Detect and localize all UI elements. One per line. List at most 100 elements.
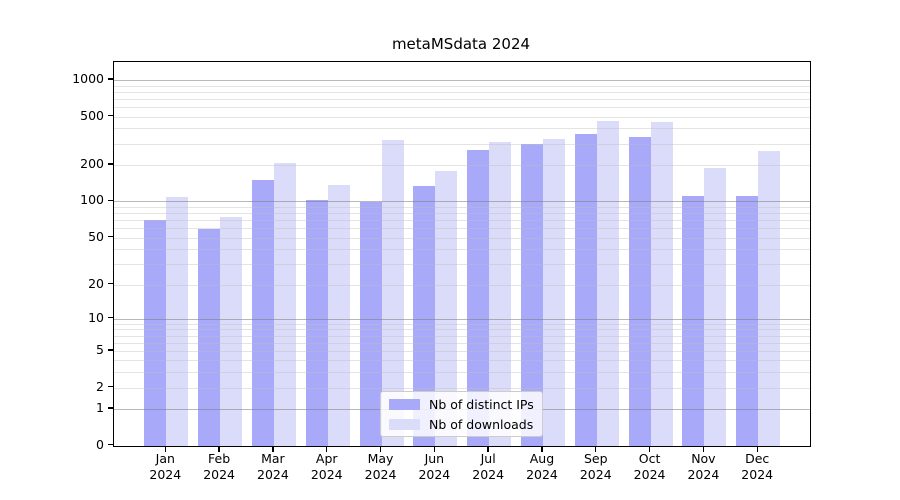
x-tick-dec [756, 447, 758, 452]
gridline-minor-8 [114, 329, 810, 331]
bar-downloads-oct [650, 121, 673, 446]
x-tick-label-may: May 2024 [364, 451, 397, 482]
gridline-minor-600 [114, 106, 810, 108]
bar-downloads-aug [542, 138, 565, 446]
x-tick-jul [487, 447, 489, 452]
legend-label-downloads: Nb of downloads [429, 416, 534, 432]
x-tick-label-mar: Mar 2024 [257, 451, 289, 482]
bar-distinct-ips-jun [413, 185, 436, 446]
bar-distinct-ips-mar [251, 179, 274, 446]
y-tick-1 [108, 407, 113, 409]
y-tick-50 [108, 235, 113, 238]
x-tick-jun [433, 447, 436, 452]
bar-distinct-ips-feb [198, 229, 221, 446]
gridline-minor-6 [114, 342, 810, 344]
y-tick-20 [108, 282, 113, 285]
y-tick-label-100: 100 [80, 192, 104, 208]
gridline-major-100 [114, 201, 810, 203]
y-tick-label-2: 2 [96, 378, 104, 394]
y-tick-label-10: 10 [88, 309, 104, 325]
bar-distinct-ips-dec [736, 195, 759, 446]
y-tick-500 [108, 114, 113, 117]
bar-distinct-ips-may [359, 201, 382, 446]
gridline-minor-60 [114, 228, 810, 230]
plot-area [113, 61, 811, 447]
chart-title: metaMSdata 2024 [391, 35, 531, 53]
gridline-minor-9 [114, 323, 810, 325]
bar-distinct-ips-aug [520, 143, 543, 446]
bar-downloads-feb [220, 216, 243, 446]
x-tick-label-jan: Jan 2024 [149, 451, 182, 482]
legend-swatch-downloads [389, 418, 420, 430]
gridline-minor-200 [114, 164, 810, 166]
gridline-minor-900 [114, 85, 810, 87]
legend: Nb of distinct IPs Nb of downloads [380, 391, 543, 437]
bar-distinct-ips-nov [682, 195, 705, 446]
x-tick-mar [272, 447, 274, 452]
y-tick-label-1000: 1000 [72, 70, 104, 86]
x-tick-sep [595, 447, 597, 452]
gridline-minor-400 [114, 128, 810, 130]
y-tick-200 [108, 163, 113, 165]
x-tick-label-sep: Sep 2024 [579, 451, 612, 482]
bar-distinct-ips-sep [574, 134, 597, 446]
y-tick-label-50: 50 [88, 228, 104, 244]
y-tick-0 [108, 444, 113, 446]
x-tick-oct [648, 447, 651, 452]
grid-layer [114, 62, 810, 446]
y-tick-label-500: 500 [80, 107, 104, 123]
x-tick-aug [541, 447, 543, 452]
x-tick-label-dec: Dec 2024 [741, 451, 774, 482]
x-tick-may [379, 447, 382, 452]
x-tick-label-feb: Feb 2024 [203, 451, 236, 482]
gridline-minor-500 [114, 116, 810, 118]
gridline-major-1000 [114, 79, 810, 81]
y-tick-label-20: 20 [88, 275, 104, 291]
bar-distinct-ips-apr [305, 200, 328, 446]
gridline-minor-40 [114, 249, 810, 251]
x-tick-jan [164, 447, 166, 452]
bar-distinct-ips-oct [628, 137, 651, 446]
y-tick-1000 [108, 78, 113, 80]
y-tick-label-0: 0 [96, 436, 104, 452]
gridline-minor-800 [114, 91, 810, 93]
gridline-minor-300 [114, 143, 810, 145]
x-tick-label-jul: Jul 2024 [472, 451, 505, 482]
gridline-minor-90 [114, 206, 810, 208]
y-tick-5 [108, 349, 113, 351]
x-tick-label-apr: Apr 2024 [310, 451, 343, 482]
bar-downloads-jan [166, 196, 189, 446]
gridline-minor-7 [114, 335, 810, 337]
gridline-minor-70 [114, 220, 810, 222]
gridline-minor-80 [114, 213, 810, 215]
bar-downloads-nov [704, 167, 727, 446]
x-tick-label-aug: Aug 2024 [526, 451, 558, 482]
y-tick-label-200: 200 [80, 155, 104, 171]
x-tick-feb [218, 447, 220, 452]
bar-downloads-jul [489, 142, 512, 446]
legend-label-distinct-ips: Nb of distinct IPs [429, 396, 534, 412]
x-tick-apr [326, 447, 328, 452]
y-tick-2 [108, 385, 113, 388]
x-tick-nov [702, 447, 705, 452]
x-tick-label-jun: Jun 2024 [418, 451, 451, 482]
bar-downloads-jun [435, 171, 458, 446]
gridline-minor-3 [114, 372, 810, 374]
legend-swatch-distinct-ips [389, 398, 420, 410]
gridline-minor-2 [114, 387, 810, 389]
y-tick-10 [108, 317, 113, 319]
gridline-minor-30 [114, 263, 810, 265]
bar-distinct-ips-jul [467, 150, 490, 446]
bar-downloads-may [381, 140, 404, 446]
legend-row-distinct-ips: Nb of distinct IPs [389, 397, 534, 412]
gridline-major-10 [114, 318, 810, 320]
x-tick-label-nov: Nov 2024 [687, 451, 720, 482]
gridline-minor-50 [114, 237, 810, 239]
gridline-minor-700 [114, 98, 810, 100]
legend-row-downloads: Nb of downloads [389, 417, 534, 432]
y-tick-label-1: 1 [96, 400, 104, 415]
gridline-minor-20 [114, 284, 810, 286]
bar-downloads-mar [273, 162, 296, 446]
y-tick-100 [108, 199, 113, 202]
